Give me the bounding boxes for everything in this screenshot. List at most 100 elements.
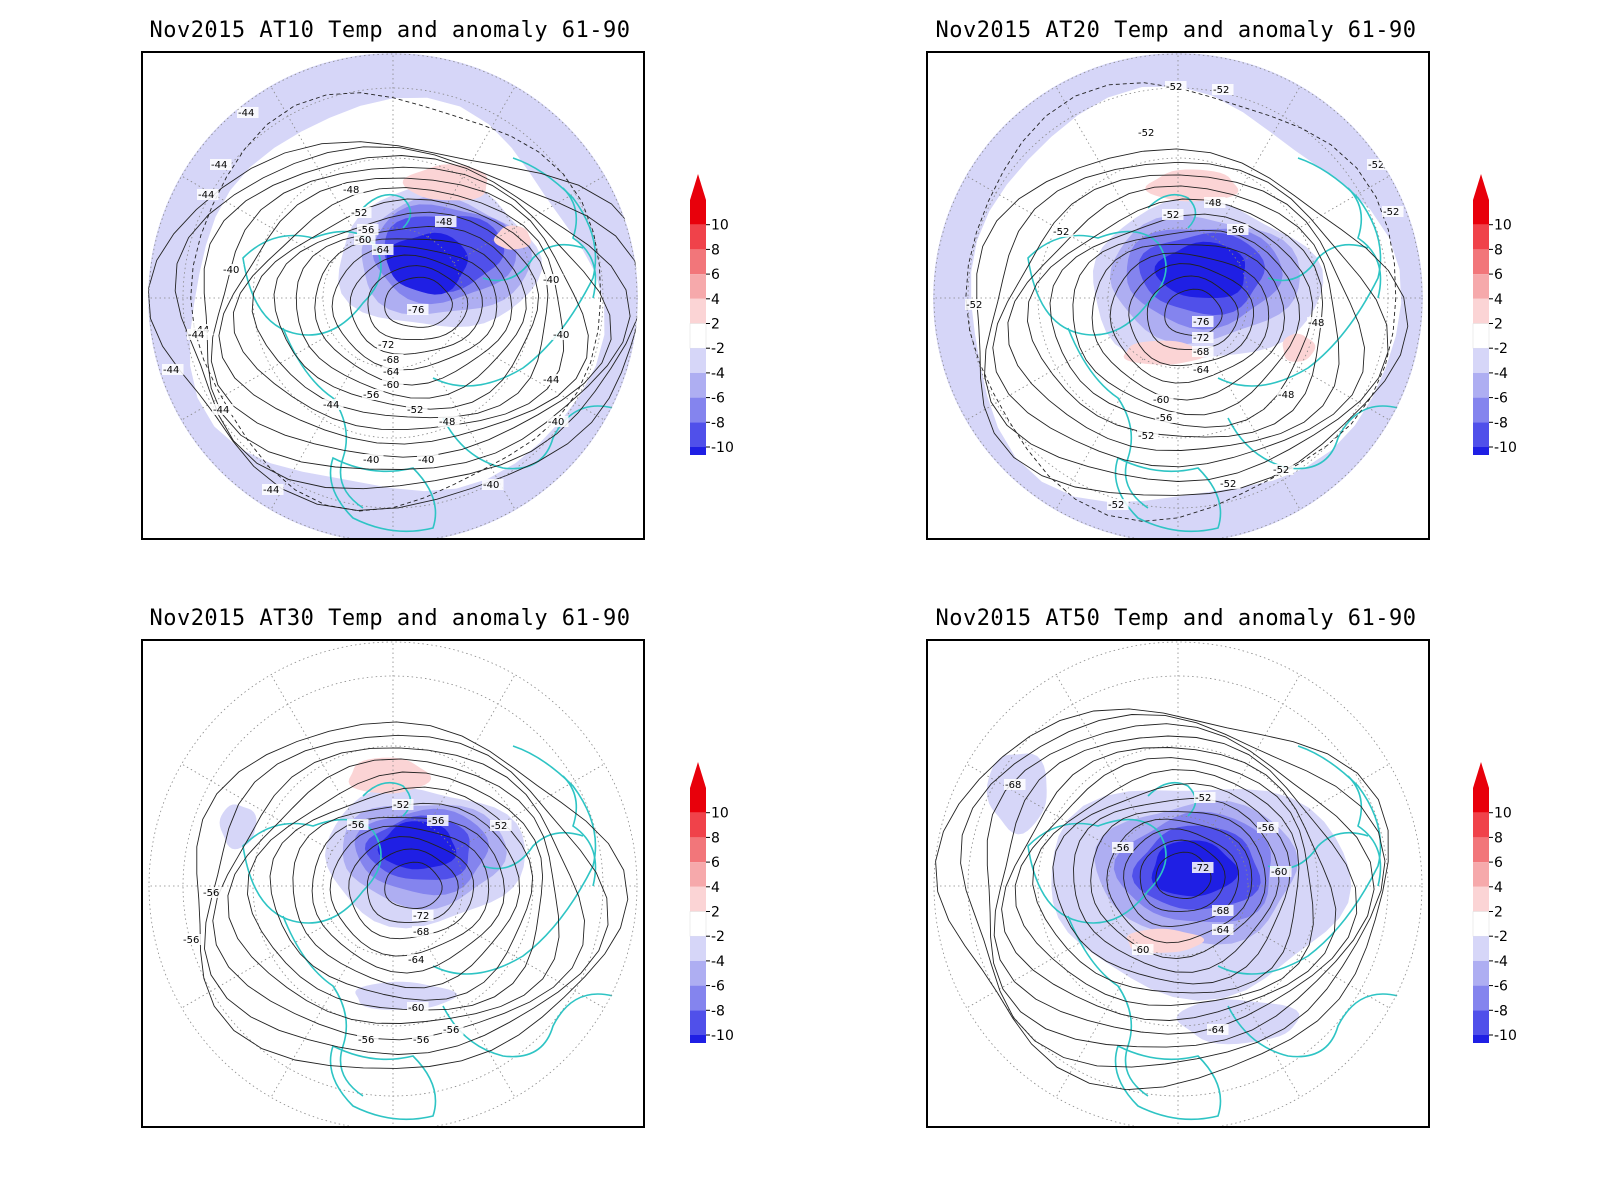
contour-label: -64 — [1213, 925, 1229, 936]
colorbar-label: -4 — [1494, 366, 1508, 382]
contour-line — [1123, 828, 1240, 928]
contour-label: -40 — [543, 275, 559, 286]
contour-label: -72 — [1193, 333, 1209, 344]
contour-label: -52 — [1383, 207, 1399, 218]
contour-label: -64 — [1193, 365, 1209, 376]
contour-label: -48 — [1308, 318, 1324, 329]
colorbar-segment — [1473, 936, 1489, 961]
colorbar-segment — [690, 447, 706, 455]
contour-label: -56 — [358, 225, 374, 236]
colorbar-segment — [690, 1035, 706, 1043]
contour-label: -44 — [211, 160, 227, 171]
latitude-circle — [1037, 157, 1319, 439]
colorbar-label: 4 — [711, 880, 720, 896]
contour-label: -68 — [1193, 347, 1209, 358]
contour-line — [1032, 769, 1300, 994]
contour-line — [247, 771, 544, 1011]
map-disc: -52 -56 -56 -52 -56 -72 -68 -64 -60 -56 -56 -56 -56 — [148, 641, 638, 1126]
coastline — [432, 157, 597, 387]
contour-label: -76 — [1193, 317, 1209, 328]
contour-label: -68 — [1213, 906, 1229, 917]
colorbar-segment — [1473, 960, 1489, 986]
colorbar-segment — [690, 249, 706, 275]
map-disc: -68 -52 -56 -56 -72 -60 -68 -64 -60 -64 — [933, 641, 1423, 1126]
colorbar: 10 8 6 4 2 -2 -4 -6 -8 -10 — [689, 762, 734, 1043]
contour-label: -60 — [1271, 867, 1287, 878]
colorbar-segment — [690, 348, 706, 373]
contour-label: -52 — [966, 300, 982, 311]
anomaly-area — [1282, 333, 1316, 362]
colorbar-segment — [1473, 862, 1489, 887]
contour-line — [1014, 757, 1314, 1006]
contour-label: -52 — [1163, 210, 1179, 221]
contour-line — [1073, 797, 1280, 973]
contour-label: -76 — [408, 305, 424, 316]
colorbar-segment — [690, 397, 706, 423]
coastline — [1147, 193, 1197, 229]
contour-line — [1146, 275, 1239, 350]
contour-line — [384, 276, 453, 328]
colorbar-label: 10 — [1494, 806, 1512, 822]
contour-line — [329, 825, 490, 957]
colorbar-label: 4 — [1494, 880, 1503, 896]
colorbar-segment — [1472, 323, 1490, 349]
contour-line — [331, 245, 498, 371]
colorbar-label: 8 — [1494, 242, 1503, 258]
contour-label: -52 — [351, 208, 367, 219]
meridian-line — [1212, 669, 1304, 826]
colorbar-label: -8 — [711, 415, 725, 431]
contour-label: -56 — [1156, 413, 1172, 424]
coastlines — [1027, 157, 1399, 533]
coastlines — [242, 157, 614, 533]
colorbar-label: -4 — [1494, 954, 1508, 970]
contour-line — [1027, 198, 1324, 438]
contour-label: -52 — [1220, 479, 1236, 490]
panel-title: Nov2015 AT50 Temp and anomaly 61-90 — [935, 606, 1417, 631]
contour-label: -52 — [1138, 128, 1154, 139]
colorbar-arrow-top — [690, 174, 706, 200]
contour-line — [367, 265, 469, 341]
colorbar: 10 8 6 4 2 -2 -4 -6 -8 -10 — [1472, 174, 1517, 455]
contour-label: -56 — [203, 888, 219, 899]
contour-line — [348, 836, 475, 940]
contour-line — [1109, 252, 1270, 384]
contour-label: -44 — [163, 365, 179, 376]
colorbar: 10 8 6 4 2 -2 -4 -6 -8 -10 — [689, 174, 734, 455]
colorbar-label: -6 — [1494, 391, 1508, 407]
contour-line — [993, 735, 1358, 1035]
coastline — [1114, 1044, 1222, 1121]
contour-line — [311, 816, 505, 974]
coastline — [282, 327, 364, 509]
map-disc: -52 -52-52-52-52-48-52-56-52-52-76-72-68-… — [933, 53, 1423, 538]
contour-line — [210, 166, 612, 458]
contour-label: -60 — [1153, 395, 1169, 406]
contour-label: -40 — [553, 330, 569, 341]
anomaly-area — [493, 225, 532, 250]
contour-label: -52 — [1166, 82, 1182, 93]
colorbar-segment — [690, 936, 706, 961]
contour-line — [273, 211, 540, 410]
anomaly-area — [355, 981, 457, 1010]
contour-label: -56 — [1228, 225, 1244, 236]
coastline — [432, 745, 597, 975]
map-disc: -44-44-44-44-48-52-56-60-64-48-76-40-40-… — [148, 53, 638, 538]
contour-label: -60 — [355, 235, 371, 246]
coastline — [1347, 775, 1382, 887]
contour-label: -60 — [1133, 945, 1149, 956]
meridian-line — [1052, 669, 1144, 826]
meridian-line — [961, 920, 1118, 1012]
colorbar-segment — [1473, 447, 1489, 455]
contour-label: -56 — [428, 816, 444, 827]
disc-outline — [148, 641, 638, 1126]
contour-label: -72 — [1193, 863, 1209, 874]
colorbar-segment — [690, 985, 706, 1011]
coastline — [482, 831, 584, 870]
contour-label: -64 — [1208, 1025, 1224, 1036]
contour-line — [269, 786, 534, 1001]
latitude-circle — [1037, 745, 1319, 1027]
coastline — [1067, 915, 1149, 1097]
colorbar-segment — [1473, 372, 1489, 398]
meridian-line — [267, 81, 359, 238]
colorbar-label: -2 — [711, 341, 725, 357]
temperature-contours — [148, 92, 638, 512]
